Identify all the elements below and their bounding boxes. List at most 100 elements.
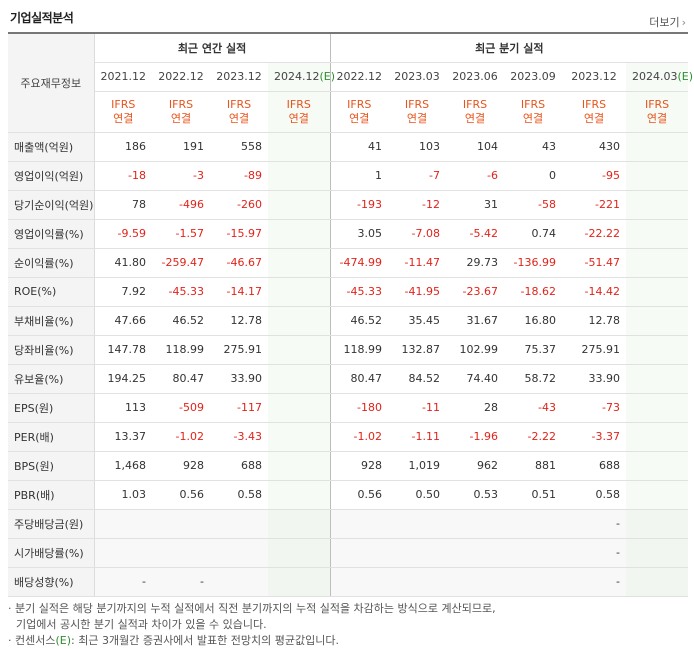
value-cell <box>388 508 447 539</box>
section-header: 기업실적분석 더보기 › <box>0 0 694 32</box>
ifrs-label-7: IFRS 연결 <box>504 91 563 133</box>
row-label: EPS(원) <box>8 393 95 423</box>
table-row: 순이익률(%) 41.80 -259.47 -46.67 -474.99 -11.47 29… <box>8 248 689 278</box>
value-cell: 31 <box>446 190 505 220</box>
value-cell: 0.56 <box>330 480 389 510</box>
value-cell: 194.25 <box>94 364 152 394</box>
value-cell: -9.59 <box>94 218 152 249</box>
value-cell: -5.42 <box>446 218 505 249</box>
estimate-mark: (E) <box>677 70 694 83</box>
value-cell: 75.37 <box>504 335 563 365</box>
value-cell: 102.99 <box>446 335 505 365</box>
value-cell <box>330 538 389 568</box>
value-cell: 191 <box>152 132 210 162</box>
value-cell <box>446 538 505 568</box>
value-cell <box>268 248 331 278</box>
value-cell <box>268 335 331 365</box>
value-cell: 558 <box>210 132 268 162</box>
quarter-year-3: 2023.09 <box>504 62 563 92</box>
table-row: PBR(배) 1.03 0.56 0.58 0.56 0.50 0.53 0.51 0.58 <box>8 480 689 510</box>
value-cell: -6 <box>446 161 505 191</box>
value-cell: -3 <box>152 161 210 191</box>
value-cell <box>268 451 331 481</box>
value-cell <box>268 393 331 423</box>
value-cell: -89 <box>210 161 268 191</box>
annual-year-0: 2021.12 <box>94 62 152 92</box>
value-cell: 47.66 <box>94 305 152 336</box>
value-cell: -474.99 <box>330 248 389 278</box>
estimate-mark: (E) <box>319 70 336 83</box>
ifrs-label-2: IFRS 연결 <box>210 91 268 133</box>
value-cell: 0 <box>504 161 563 191</box>
row-label: 유보율(%) <box>8 364 95 394</box>
value-cell: 1,468 <box>94 451 152 481</box>
quarter-group-header: 최근 분기 실적 <box>330 32 689 63</box>
ifrs-label-3: IFRS 연결 <box>268 91 331 133</box>
value-cell <box>268 277 331 307</box>
value-cell: 58.72 <box>504 364 563 394</box>
value-cell <box>504 567 563 597</box>
footnote-1: · 분기 실적은 해당 분기까지의 누적 실적에서 직전 분기까지의 누적 실적… <box>8 602 496 615</box>
value-cell <box>626 508 689 539</box>
value-cell <box>210 508 268 539</box>
value-cell: 33.90 <box>562 364 627 394</box>
value-cell: - <box>562 567 627 597</box>
value-cell <box>446 508 505 539</box>
more-link-label[interactable]: 더보기 <box>649 16 680 29</box>
value-cell: 35.45 <box>388 305 447 336</box>
value-cell: 118.99 <box>152 335 210 365</box>
value-cell <box>626 218 689 249</box>
value-cell: -1.02 <box>152 422 210 452</box>
value-cell <box>626 538 689 568</box>
value-cell <box>268 538 331 568</box>
value-cell: 0.50 <box>388 480 447 510</box>
table-row: ROE(%) 7.92 -45.33 -14.17 -45.33 -41.95 -23.67… <box>8 277 689 307</box>
value-cell <box>210 567 268 597</box>
value-cell: 113 <box>94 393 152 423</box>
value-cell <box>626 364 689 394</box>
value-cell: -14.17 <box>210 277 268 307</box>
value-cell <box>268 480 331 510</box>
value-cell: 147.78 <box>94 335 152 365</box>
value-cell <box>388 567 447 597</box>
row-label: PBR(배) <box>8 480 95 510</box>
value-cell <box>626 132 689 162</box>
row-label: 주당배당금(원) <box>8 508 95 539</box>
value-cell <box>626 393 689 423</box>
value-cell: -496 <box>152 190 210 220</box>
footnote-2: · 컨센서스(E): 최근 3개월간 증권사에서 발표한 전망치의 평균값입니다… <box>8 633 688 649</box>
value-cell <box>152 538 210 568</box>
ifrs-label-0: IFRS 연결 <box>94 91 152 133</box>
value-cell: -22.22 <box>562 218 627 249</box>
value-cell: 1.03 <box>94 480 152 510</box>
value-cell: -45.33 <box>330 277 389 307</box>
value-cell: -180 <box>330 393 389 423</box>
value-cell <box>268 218 331 249</box>
more-link[interactable]: 더보기 › <box>649 14 686 30</box>
value-cell: -260 <box>210 190 268 220</box>
row-label: 영업이익률(%) <box>8 218 95 249</box>
annual-year-3: 2024.12(E) <box>268 62 335 92</box>
ifrs-label-6: IFRS 연결 <box>446 91 505 133</box>
value-cell: -18.62 <box>504 277 563 307</box>
value-cell <box>626 335 689 365</box>
value-cell: 0.51 <box>504 480 563 510</box>
annual-year-1: 2022.12 <box>152 62 210 92</box>
value-cell: -43 <box>504 393 563 423</box>
table-row: 배당성향(%) - - - <box>8 567 689 597</box>
value-cell: 31.67 <box>446 305 505 336</box>
value-cell <box>626 480 689 510</box>
value-cell <box>626 567 689 597</box>
value-cell: -1.11 <box>388 422 447 452</box>
value-cell: 688 <box>562 451 627 481</box>
value-cell <box>626 248 689 278</box>
value-cell: 0.58 <box>210 480 268 510</box>
value-cell <box>268 161 331 191</box>
footnote-1b: 기업에서 공시한 분기 실적과 차이가 있을 수 있습니다. <box>16 618 267 631</box>
value-cell: -136.99 <box>504 248 563 278</box>
row-label: 영업이익(억원) <box>8 161 95 191</box>
value-cell: 132.87 <box>388 335 447 365</box>
value-cell <box>504 538 563 568</box>
value-cell: 13.37 <box>94 422 152 452</box>
value-cell: 118.99 <box>330 335 389 365</box>
